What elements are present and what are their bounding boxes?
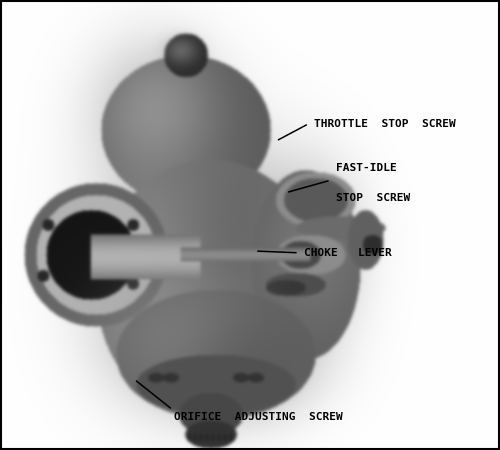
Text: STOP  SCREW: STOP SCREW [336,193,410,202]
Text: CHOKE   LEVER: CHOKE LEVER [304,248,392,258]
Text: ORIFICE  ADJUSTING  SCREW: ORIFICE ADJUSTING SCREW [174,412,343,422]
Text: THROTTLE  STOP  SCREW: THROTTLE STOP SCREW [314,119,456,129]
Text: FAST-IDLE: FAST-IDLE [336,163,396,173]
